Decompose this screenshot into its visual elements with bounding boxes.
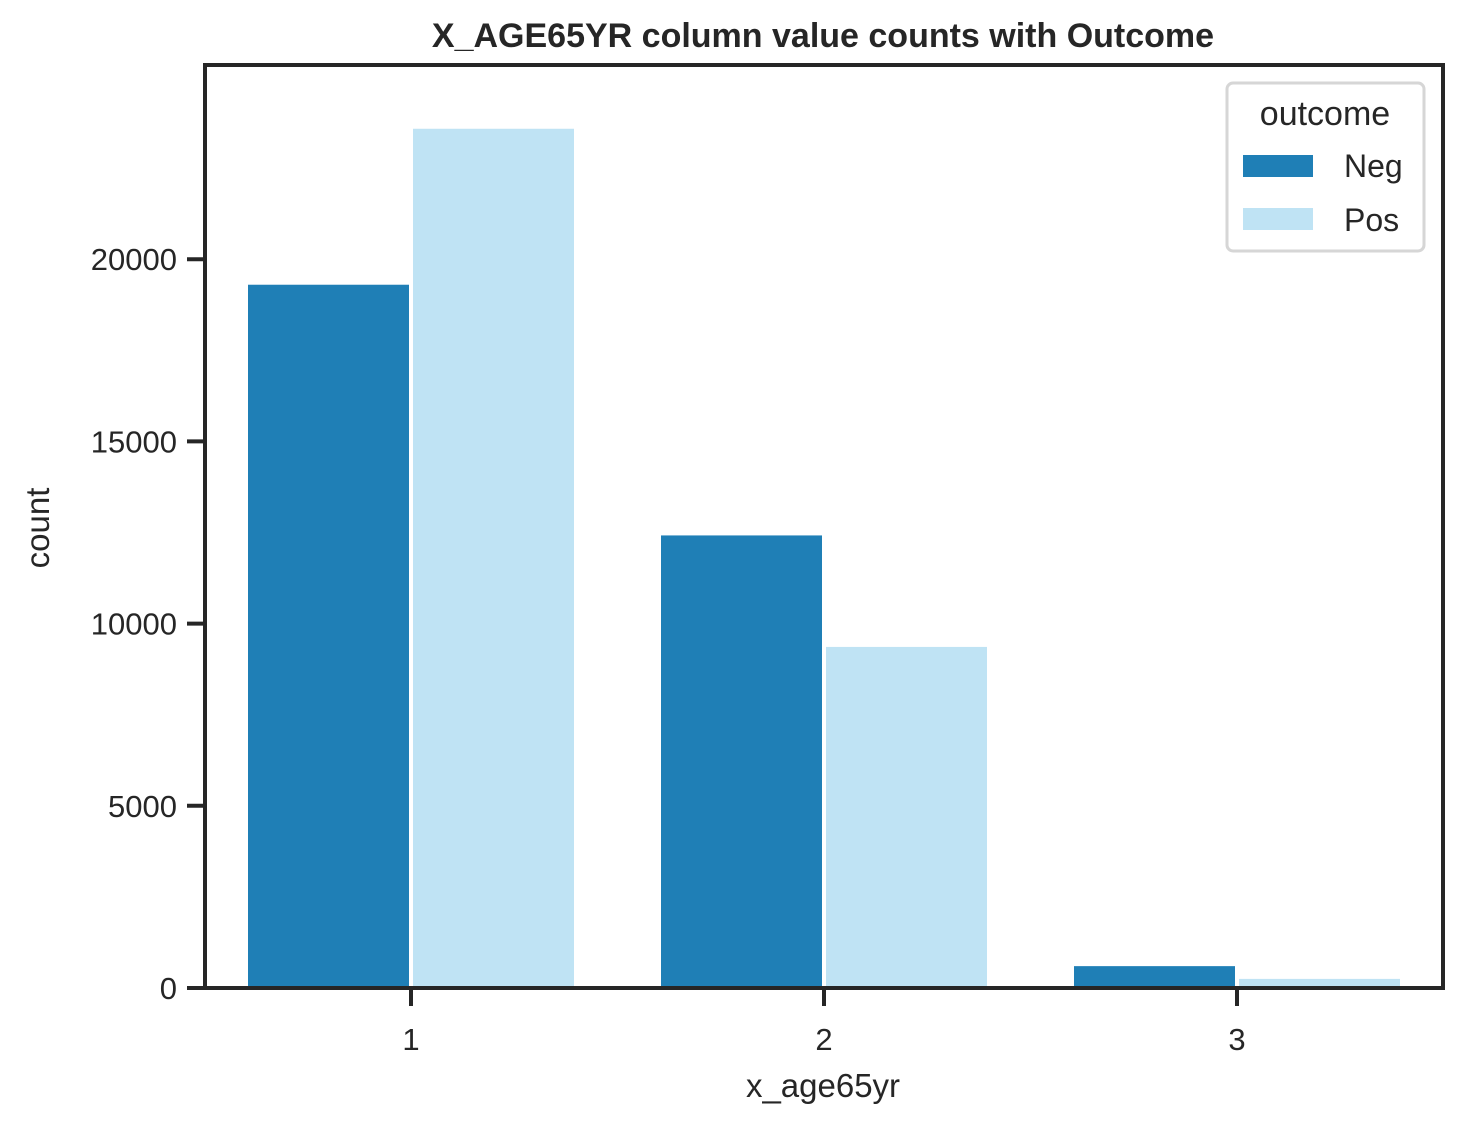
legend-label-pos: Pos [1344,202,1399,238]
y-tick-label-0: 0 [160,971,177,1006]
x-tick-label-1: 1 [402,1022,419,1057]
x-tick-label-2: 2 [815,1022,832,1057]
bar-pos-2 [826,646,987,988]
y-tick-label-15000: 15000 [91,424,177,459]
y-tick-label-20000: 20000 [91,242,177,277]
legend-title: outcome [1260,95,1390,133]
legend: outcome Neg Pos [1225,81,1426,253]
legend-label-neg: Neg [1344,148,1403,184]
y-tick-label-10000: 10000 [91,607,177,642]
chart-title: X_AGE65YR column value counts with Outco… [432,17,1214,55]
bar-neg-2 [661,535,822,988]
legend-swatch-neg [1243,155,1313,177]
y-axis-label: count [19,488,56,569]
axes-layer: 0 5000 10000 15000 20000 1 2 3 [91,63,1445,1057]
bars-layer [248,128,1400,989]
bar-neg-1 [248,284,409,989]
bar-neg-3 [1074,966,1235,988]
bar-pos-1 [413,128,574,989]
y-tick-label-5000: 5000 [108,789,177,824]
x-tick-label-3: 3 [1228,1022,1245,1057]
bar-pos-3 [1239,978,1400,988]
x-axis-label: x_age65yr [746,1067,900,1104]
legend-swatch-pos [1243,208,1313,230]
